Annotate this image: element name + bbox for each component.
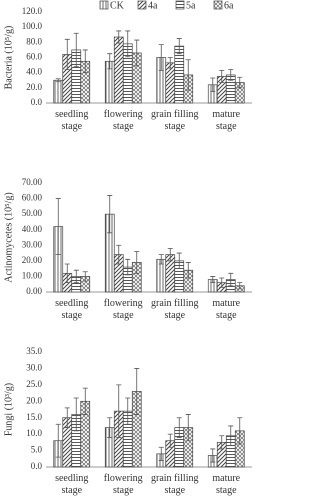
error-bar [82, 387, 88, 415]
error-bar [185, 262, 191, 279]
x-tick-label: grain filling stage [151, 109, 199, 132]
x-tick-label: flowering stage [104, 109, 143, 132]
error-bar [73, 32, 79, 67]
error-bar [82, 49, 88, 74]
y-tick-label: 40.00 [22, 224, 43, 234]
bar [165, 62, 176, 104]
error-bar [134, 368, 140, 415]
x-tick-label: flowering stage [104, 298, 143, 321]
error-bar [210, 276, 216, 284]
error-bar [134, 39, 140, 67]
error-bar [64, 407, 70, 428]
error-bar [176, 38, 182, 55]
error-bar [185, 414, 191, 442]
legend-swatch [137, 0, 147, 10]
x-tick-label: seedling stage [55, 109, 88, 132]
error-bar [134, 251, 140, 274]
error-bar [167, 248, 173, 262]
legend-swatch [213, 0, 223, 10]
error-bar [219, 69, 225, 83]
y-tick-label: 25.0 [26, 379, 42, 389]
y-tick-label: 20.0 [26, 82, 42, 92]
error-bar [55, 78, 61, 83]
x-tick-label: grain filling stage [151, 473, 199, 496]
y-tick-label: 80.0 [26, 36, 42, 46]
error-bar [55, 423, 61, 458]
error-bar [228, 425, 234, 447]
error-bar [107, 53, 113, 70]
y-tick-label: 10.0 [26, 428, 42, 438]
bar [113, 36, 124, 104]
error-bar [158, 254, 164, 265]
y-tick-label: 20.0 [26, 395, 42, 405]
legend-swatch [175, 0, 185, 10]
y-tick-label: 40.0 [26, 67, 42, 77]
figure: Bacteria (10⁵/g) 0.0 20.0 40.0 60.0 80.0 100.0… [3, 0, 252, 496]
y-tick-label: 15.0 [26, 412, 42, 422]
x-tick-label: grain filling stage [151, 298, 199, 321]
error-bar [176, 417, 182, 438]
error-bar [116, 30, 122, 44]
x-tick-label: mature stage [212, 109, 240, 132]
bar [174, 45, 185, 104]
y-tick-label: 60.0 [26, 52, 42, 62]
y-axis-label: Actinomycetes (10⁵/g) [3, 192, 14, 282]
error-bar [228, 272, 234, 287]
x-tick-label: seedling stage [55, 298, 88, 321]
y-axis-label: Fungi (10³/g) [3, 383, 14, 436]
error-bar [107, 417, 113, 438]
error-bar [73, 397, 79, 432]
error-bar [107, 195, 113, 234]
error-bar [167, 433, 173, 448]
error-bar [116, 384, 122, 438]
error-bar [210, 448, 216, 463]
error-bar [125, 258, 131, 276]
error-bar [185, 59, 191, 91]
y-tick-label: 120.0 [22, 6, 43, 16]
y-tick-label: 10.00 [22, 270, 43, 280]
y-tick-label: 0.0 [31, 461, 43, 471]
x-tick-label: mature stage [212, 298, 240, 321]
y-tick-label: 30.0 [26, 362, 42, 372]
y-tick-label: 60.00 [22, 193, 43, 203]
x-tick-label: seedling stage [55, 473, 88, 496]
y-axis-label: Bacteria (10⁵/g) [3, 26, 14, 90]
error-bar [228, 69, 234, 81]
legend-label: 6a [224, 0, 234, 11]
y-tick-label: 20.00 [22, 255, 43, 265]
y-tick-label: 70.00 [22, 177, 43, 187]
error-bar [158, 44, 164, 71]
error-bar [125, 397, 131, 425]
legend-label: 4a [148, 0, 158, 11]
error-bar [210, 77, 216, 93]
legend-swatch [99, 0, 109, 10]
y-tick-label: 30.00 [22, 239, 43, 249]
legend-label: 5a [186, 0, 196, 11]
x-tick-label: flowering stage [104, 473, 143, 496]
y-tick-label: 0.00 [26, 286, 42, 296]
x-tick-label: mature stage [212, 473, 240, 496]
error-bar [167, 57, 173, 69]
error-bar [125, 30, 131, 58]
error-bar [73, 269, 79, 284]
error-bar [158, 446, 164, 461]
y-tick-label: 35.0 [26, 346, 42, 356]
error-bar [55, 198, 61, 256]
bar [53, 79, 64, 104]
error-bar [176, 252, 182, 270]
error-bar [237, 76, 243, 89]
error-bar [237, 417, 243, 445]
y-tick-label: 100.0 [22, 21, 43, 31]
y-tick-label: 50.00 [22, 208, 43, 218]
error-bar [82, 271, 88, 282]
error-bar [64, 263, 70, 284]
legend-label: CK [110, 0, 125, 11]
y-tick-label: 5.0 [31, 445, 43, 455]
error-bar [219, 435, 225, 450]
error-bar [237, 282, 243, 290]
error-bar [64, 38, 70, 71]
error-bar [219, 277, 225, 288]
error-bar [116, 244, 122, 265]
y-tick-label: 0.0 [31, 97, 43, 107]
